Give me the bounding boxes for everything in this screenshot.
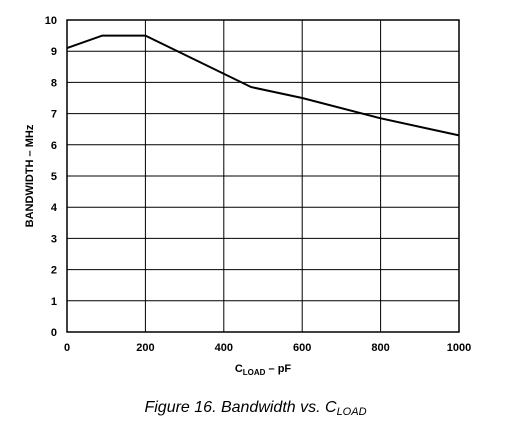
x-tick-label: 400 [215, 342, 233, 354]
x-tick-label: 200 [136, 342, 154, 354]
x-axis-label-subscript: LOAD [243, 368, 266, 377]
y-axis-label: BANDWIDTH – MHz [24, 124, 36, 227]
figure-caption: Figure 16. Bandwidth vs. CLOAD [0, 399, 511, 418]
y-tick-label: 1 [51, 296, 57, 308]
y-tick-label: 8 [51, 77, 57, 89]
x-axis-label-unit: – pF [265, 363, 291, 375]
x-axis-label-main: C [235, 363, 243, 375]
figure-caption-text: Figure 16. Bandwidth vs. C [144, 399, 337, 416]
series-line [66, 34, 460, 137]
bandwidth-chart: 0 1 2 3 4 5 6 7 8 9 10 0 200 400 600 800 1000 BANDWIDTH… [24, 15, 471, 377]
x-tick-label: 1000 [447, 342, 471, 354]
y-tick-label: 4 [51, 202, 58, 214]
y-tick-label: 5 [51, 171, 57, 183]
x-tick-label: 0 [64, 342, 70, 354]
x-axis-ticks: 0 200 400 600 800 1000 [64, 342, 471, 354]
y-tick-label: 0 [51, 327, 57, 339]
figure-caption-subscript: LOAD [336, 406, 367, 418]
x-axis-label: CLOAD – pF [235, 363, 292, 377]
x-tick-label: 600 [293, 342, 311, 354]
y-axis-ticks: 0 1 2 3 4 5 6 7 8 9 10 [45, 15, 58, 339]
plot-frame [66, 19, 460, 333]
y-tick-label: 7 [51, 109, 57, 121]
x-tick-label: 800 [371, 342, 389, 354]
y-tick-label: 10 [45, 15, 57, 27]
y-tick-label: 6 [51, 140, 57, 152]
y-tick-label: 2 [51, 265, 57, 277]
grid [66, 19, 460, 333]
y-tick-label: 9 [51, 46, 57, 58]
y-tick-label: 3 [51, 233, 57, 245]
